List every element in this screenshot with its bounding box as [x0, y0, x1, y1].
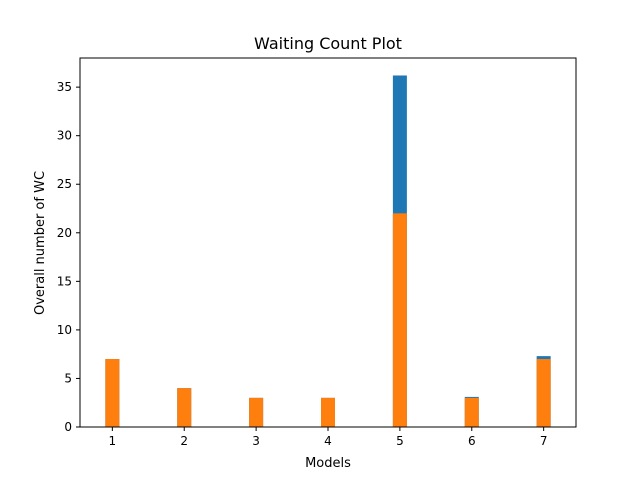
x-tick-label: 5 — [396, 434, 404, 448]
bar-series2-4 — [321, 397, 335, 427]
y-tick-label: 20 — [57, 226, 72, 240]
bar-series2-5 — [392, 213, 407, 427]
plot-frame — [79, 57, 577, 428]
bar-series2-2 — [177, 388, 192, 427]
bar-series2-1 — [105, 359, 120, 427]
x-tick-label: 4 — [324, 434, 332, 448]
x-ticks: 1 2 3 4 5 6 7 — [109, 427, 548, 448]
x-axis-label: Models — [305, 456, 351, 471]
y-tick-label: 25 — [57, 177, 72, 191]
chart-title: Waiting Count Plot — [254, 34, 402, 53]
x-tick-label: 2 — [180, 434, 188, 448]
y-tick-label: 30 — [57, 129, 72, 143]
x-tick-label: 1 — [109, 434, 117, 448]
x-tick-label: 3 — [252, 434, 260, 448]
bars-group — [105, 75, 551, 428]
bar-series2-6 — [464, 397, 479, 427]
y-tick-label: 35 — [57, 80, 72, 94]
x-tick-label: 6 — [468, 434, 476, 448]
y-tick-label: 15 — [57, 274, 72, 288]
bar-series2-3 — [249, 397, 264, 427]
y-tick-label: 0 — [64, 420, 72, 434]
y-ticks: 0 5 10 15 20 25 30 35 — [57, 80, 80, 434]
x-tick-label: 7 — [540, 434, 548, 448]
y-tick-label: 10 — [57, 323, 72, 337]
bar-series2-7 — [536, 359, 551, 427]
y-tick-label: 5 — [64, 371, 72, 385]
y-axis-label: Overall number of WC — [33, 171, 48, 315]
